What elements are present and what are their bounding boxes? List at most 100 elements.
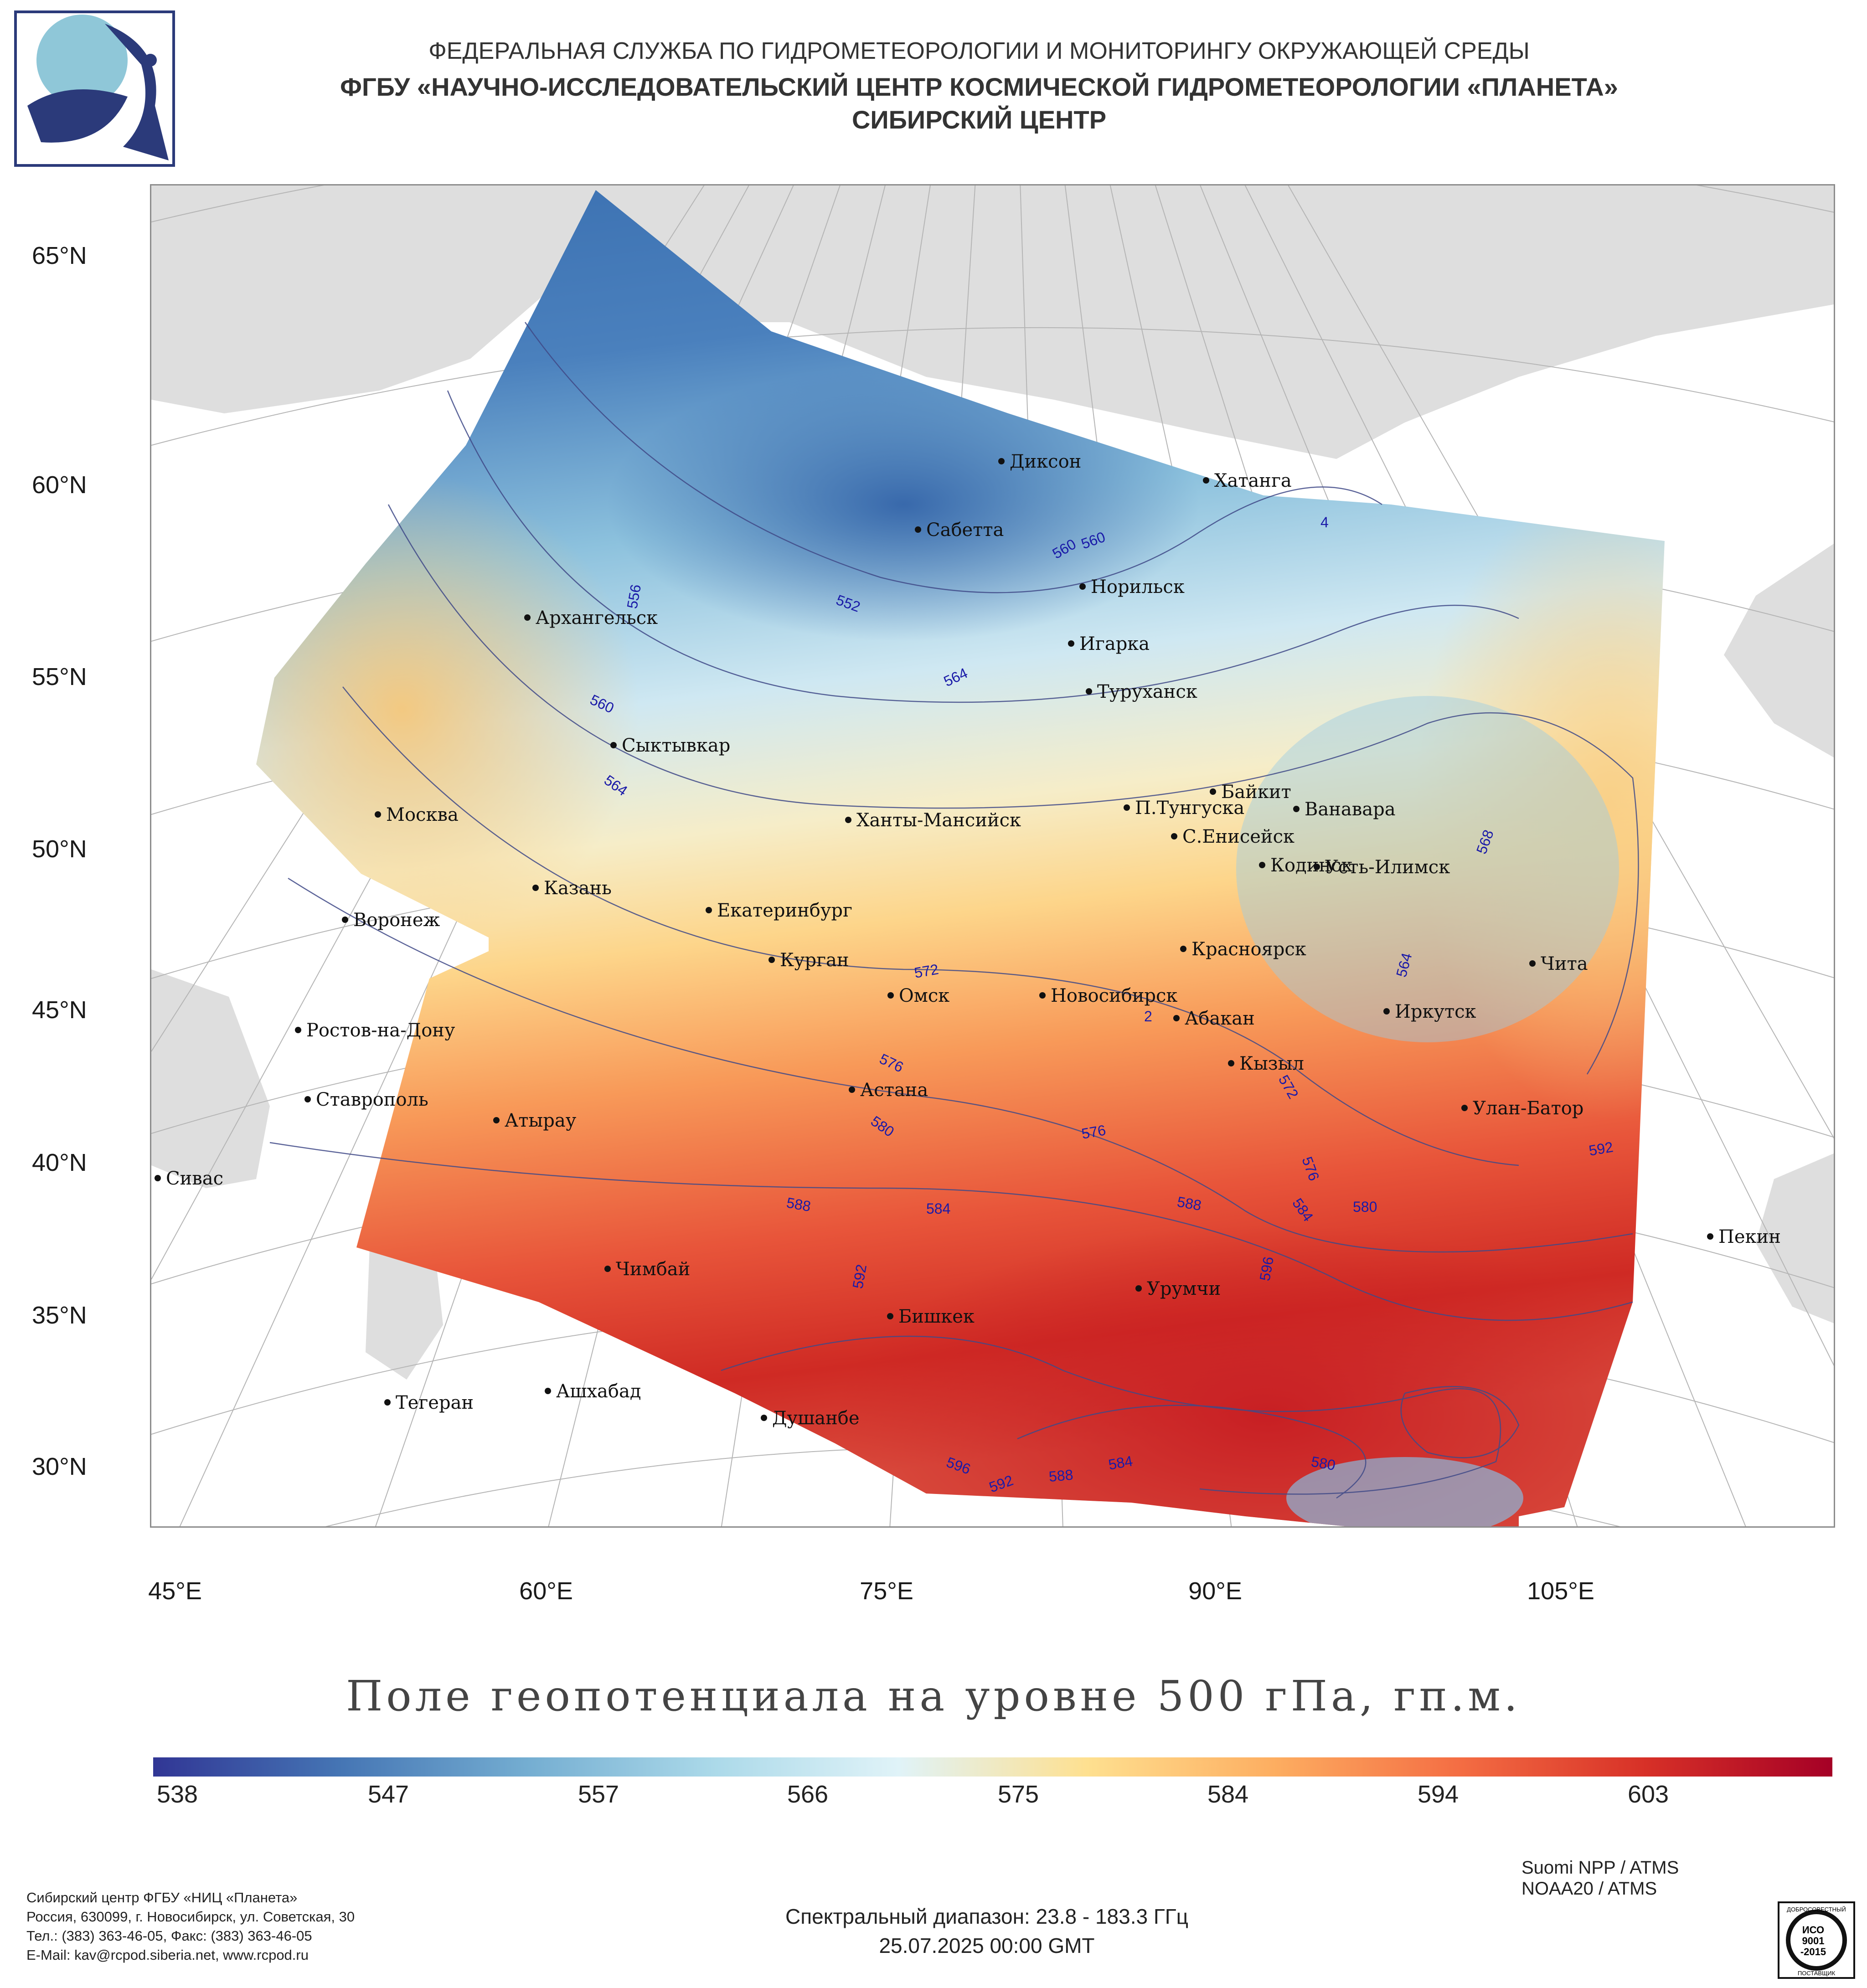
city-dot: [1259, 862, 1265, 868]
city-dot: [493, 1117, 500, 1123]
city-label: Бишкек: [898, 1306, 975, 1327]
city-dot: [1086, 688, 1092, 695]
address-line-4[interactable]: E-Mail: kav@rcpod.siberia.net, www.rcpod…: [26, 1947, 309, 1963]
lat-label: 40°N: [32, 1149, 87, 1176]
city-label: С.Енисейск: [1182, 826, 1295, 847]
lat-label: 35°N: [32, 1302, 87, 1329]
city-marker: Душанбе: [761, 1408, 860, 1429]
city-marker: Бишкек: [887, 1306, 975, 1327]
city-dot: [610, 742, 617, 748]
city-dot: [1135, 1285, 1142, 1292]
city-dot: [375, 811, 381, 818]
address-line-2: Россия, 630099, г. Новосибирск, ул. Сове…: [26, 1909, 355, 1925]
city-marker: Абакан: [1173, 1008, 1255, 1029]
city-marker: Атырау: [493, 1110, 577, 1131]
city-marker: Красноярск: [1180, 939, 1306, 960]
city-dot: [915, 526, 921, 533]
city-marker: Улан-Батор: [1461, 1098, 1583, 1119]
city-dot: [768, 957, 775, 963]
city-dot: [384, 1399, 391, 1406]
city-dot: [342, 917, 348, 923]
city-label: Курган: [780, 950, 849, 971]
colorbar-tick-label: 584: [1207, 1781, 1249, 1808]
city-label: Казань: [544, 878, 612, 899]
city-label: Омск: [899, 985, 949, 1006]
city-label: Сивас: [166, 1168, 223, 1189]
city-dot: [1707, 1233, 1713, 1240]
city-dot: [1068, 640, 1074, 647]
city-dot: [1228, 1060, 1234, 1066]
city-marker: Ставрополь: [304, 1089, 428, 1110]
city-label: Иркутск: [1395, 1001, 1476, 1022]
city-label: Сабетта: [926, 520, 1004, 541]
lon-label: 45°E: [148, 1577, 202, 1605]
city-dot: [1529, 960, 1536, 967]
city-dot: [887, 1313, 893, 1319]
contour-label: 2: [1144, 1008, 1152, 1025]
colorbar-tick-label: 603: [1627, 1781, 1669, 1808]
city-dot: [1180, 946, 1186, 952]
satellite-line-2: NOAA20 / ATMS: [1521, 1879, 1657, 1899]
city-label: Абакан: [1185, 1008, 1255, 1029]
city-marker: Архангельск: [524, 608, 658, 628]
city-marker: Иркутск: [1383, 1001, 1476, 1022]
city-dot: [849, 1087, 855, 1093]
city-label: Кодинск: [1270, 855, 1352, 876]
lon-label: 105°E: [1527, 1577, 1594, 1605]
city-marker: Сабетта: [915, 520, 1004, 541]
datetime: 25.07.2025 00:00 GMT: [879, 1934, 1095, 1957]
city-dot: [845, 817, 851, 823]
institute-title: ФГБУ «НАУЧНО-ИССЛЕДОВАТЕЛЬСКИЙ ЦЕНТР КОС…: [340, 72, 1618, 101]
city-marker: Сивас: [155, 1168, 223, 1189]
city-dot: [545, 1388, 551, 1394]
city-dot: [155, 1175, 161, 1181]
city-dot: [532, 885, 539, 891]
city-marker: Байкит: [1210, 782, 1291, 803]
city-dot: [1210, 788, 1216, 795]
city-label: Москва: [386, 804, 459, 825]
colorbar-tick-label: 557: [578, 1781, 619, 1808]
city-dot: [1314, 864, 1320, 870]
lat-label: 45°N: [32, 996, 87, 1024]
city-marker: Кодинск: [1259, 855, 1352, 876]
city-label: Архангельск: [536, 608, 658, 628]
city-marker: Урумчи: [1135, 1278, 1221, 1299]
city-label: Норильск: [1091, 577, 1185, 597]
city-marker: Ванавара: [1293, 799, 1396, 820]
city-dot: [1079, 583, 1086, 590]
city-label: Улан-Батор: [1473, 1098, 1583, 1119]
city-label: Ванавара: [1305, 799, 1396, 820]
center-title: СИБИРСКИЙ ЦЕНТР: [851, 105, 1107, 134]
city-marker: Диксон: [998, 451, 1081, 472]
lon-label: 90°E: [1188, 1577, 1242, 1605]
city-label: Усть-Илимск: [1325, 857, 1450, 878]
city-label: Игарка: [1079, 633, 1150, 654]
contour-label: 584: [926, 1200, 950, 1217]
city-label: Ханты-Мансийск: [856, 810, 1021, 831]
svg-text:9001: 9001: [1802, 1935, 1825, 1947]
city-marker: Кызыл: [1228, 1053, 1304, 1074]
city-dot: [524, 614, 531, 621]
city-marker: Москва: [375, 804, 459, 825]
svg-text:ИСО: ИСО: [1802, 1924, 1824, 1936]
map-panel: 552 556 560 560 560 564 564 564 568 572 572 576 576 5…: [150, 184, 1835, 1528]
city-dot: [1461, 1105, 1468, 1111]
address-line-3: Тел.: (383) 363-46-05, Факс: (383) 363-4…: [26, 1928, 312, 1944]
lon-label: 75°E: [860, 1577, 913, 1605]
city-label: Чита: [1541, 953, 1588, 974]
planeta-logo-icon: [14, 10, 175, 167]
city-marker: Екатеринбург: [706, 900, 852, 921]
city-dot: [1173, 1015, 1180, 1021]
svg-text:ПОСТАВЩИК: ПОСТАВЩИК: [1798, 1970, 1836, 1977]
city-label: Байкит: [1221, 782, 1291, 803]
lat-label: 30°N: [32, 1453, 87, 1480]
colorbar: [153, 1757, 1832, 1777]
lat-label: 60°N: [32, 471, 87, 499]
city-dot: [1171, 833, 1177, 839]
city-label: Новосибирск: [1051, 985, 1177, 1006]
city-label: Атырау: [505, 1110, 577, 1131]
lat-label: 65°N: [32, 242, 87, 269]
city-marker: С.Енисейск: [1171, 826, 1295, 847]
city-marker: Сыктывкар: [610, 735, 730, 756]
